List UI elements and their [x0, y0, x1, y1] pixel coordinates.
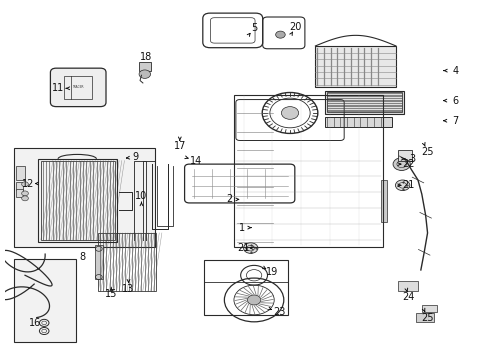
Text: 23: 23	[272, 307, 285, 317]
Bar	[17, 182, 23, 190]
Circle shape	[281, 107, 298, 119]
Text: 2: 2	[225, 194, 232, 204]
Bar	[325, 91, 403, 114]
Text: 24: 24	[402, 292, 414, 302]
Bar	[17, 166, 25, 180]
Text: 21: 21	[236, 243, 249, 253]
Text: 15: 15	[105, 289, 117, 298]
Text: 12: 12	[21, 179, 34, 189]
Circle shape	[247, 295, 260, 305]
Text: 11: 11	[51, 83, 63, 93]
Circle shape	[21, 196, 28, 201]
Bar	[39, 159, 116, 242]
Text: 9: 9	[132, 152, 138, 162]
FancyBboxPatch shape	[50, 68, 106, 107]
Bar	[17, 189, 23, 197]
Text: 13: 13	[122, 284, 134, 294]
Bar	[233, 95, 382, 247]
Text: 20: 20	[289, 22, 302, 32]
Text: 21: 21	[402, 180, 414, 190]
Bar	[315, 46, 395, 86]
Text: 10: 10	[135, 191, 147, 201]
Bar	[415, 313, 433, 322]
Text: 18: 18	[140, 51, 152, 62]
Text: 19: 19	[265, 267, 278, 278]
Text: 1: 1	[239, 222, 244, 233]
Text: 8: 8	[79, 252, 85, 262]
Text: 6: 6	[451, 96, 457, 105]
Bar	[41, 161, 115, 240]
Bar	[14, 148, 155, 247]
Text: 4: 4	[451, 66, 457, 76]
Bar	[380, 180, 386, 222]
Circle shape	[395, 180, 409, 190]
Bar	[397, 280, 417, 291]
Bar	[326, 92, 401, 112]
Circle shape	[139, 70, 150, 78]
Bar	[421, 305, 436, 312]
Text: 3: 3	[408, 154, 414, 164]
Circle shape	[243, 243, 257, 253]
Circle shape	[21, 191, 28, 196]
Bar	[204, 260, 287, 315]
Bar	[95, 245, 102, 279]
Text: 22: 22	[402, 159, 414, 169]
Bar	[98, 233, 156, 291]
Text: 14: 14	[189, 156, 202, 166]
Bar	[14, 259, 76, 342]
Text: TRACER: TRACER	[72, 85, 84, 89]
Text: 5: 5	[250, 23, 257, 33]
Text: 25: 25	[421, 312, 433, 323]
Text: 16: 16	[28, 318, 41, 328]
Bar	[325, 117, 391, 127]
Circle shape	[275, 31, 285, 38]
Circle shape	[392, 158, 409, 171]
Text: 17: 17	[173, 141, 185, 152]
Text: 7: 7	[451, 116, 458, 126]
Bar	[64, 76, 92, 99]
Text: 25: 25	[421, 148, 433, 157]
Bar	[139, 62, 151, 71]
Bar	[397, 150, 411, 161]
Circle shape	[21, 182, 28, 187]
